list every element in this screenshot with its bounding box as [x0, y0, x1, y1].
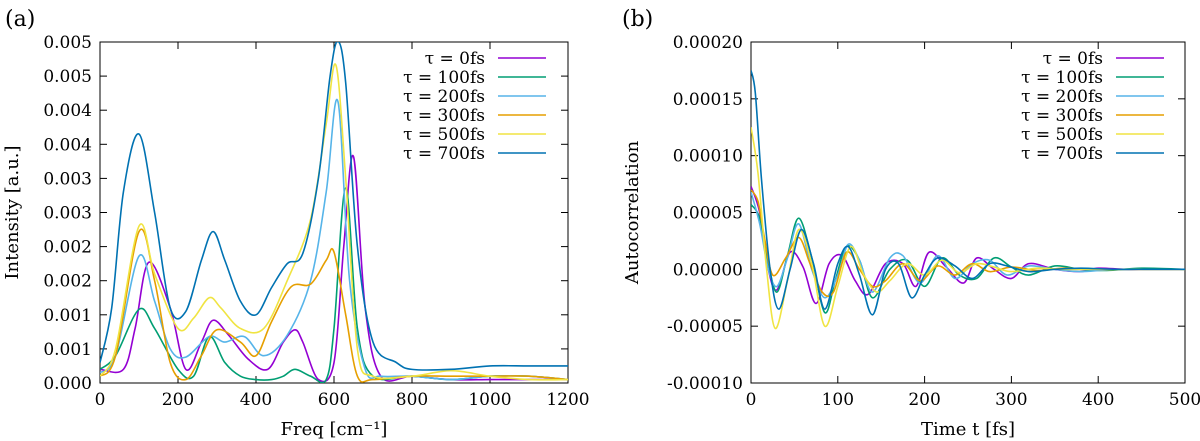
y-tick-label: 0.002	[43, 238, 92, 258]
y-tick-label: 0.00015	[673, 90, 743, 110]
y-axis-label: Autocorrelation	[622, 140, 643, 285]
x-axis-label: Freq [cm⁻¹]	[281, 419, 388, 440]
x-tick-label: 400	[240, 390, 272, 410]
y-tick-label: 0.001	[43, 306, 92, 326]
legend-label: τ = 500fs	[1021, 125, 1103, 145]
x-tick-label: 300	[995, 390, 1027, 410]
x-tick-label: 400	[1082, 390, 1114, 410]
y-tick-label: 0.004	[43, 101, 92, 121]
y-tick-label: -0.00010	[667, 374, 743, 394]
x-tick-label: 200	[162, 390, 194, 410]
series-line-4	[100, 63, 568, 381]
y-tick-label: 0.001	[43, 340, 92, 360]
series-line-1	[100, 187, 568, 383]
legend-label: τ = 0fs	[425, 49, 485, 69]
series-line-5	[751, 70, 1185, 316]
x-tick-label: 0	[95, 390, 106, 410]
y-tick-label: 0.00000	[673, 260, 743, 280]
legend-label: τ = 200fs	[1021, 87, 1103, 107]
x-tick-label: 100	[822, 390, 854, 410]
x-tick-label: 600	[318, 390, 350, 410]
y-tick-label: -0.00005	[667, 317, 743, 337]
y-tick-label: 0.003	[43, 169, 92, 189]
legend-label: τ = 300fs	[1021, 106, 1103, 126]
legend-label: τ = 100fs	[1021, 68, 1103, 88]
legend-label: τ = 100fs	[403, 68, 485, 88]
x-tick-label: 1200	[546, 390, 589, 410]
y-tick-label: 0.002	[43, 272, 92, 292]
legend-label: τ = 300fs	[403, 106, 485, 126]
x-tick-label: 0	[746, 390, 757, 410]
legend-label: τ = 0fs	[1043, 49, 1103, 69]
series-line-3	[751, 189, 1185, 298]
legend-label: τ = 700fs	[403, 144, 485, 164]
y-tick-label: 0.004	[43, 135, 92, 155]
y-tick-label: 0.003	[43, 204, 92, 224]
x-axis-label: Time t [fs]	[921, 419, 1015, 440]
legend-label: τ = 700fs	[1021, 144, 1103, 164]
legend-label: τ = 500fs	[403, 125, 485, 145]
y-tick-label: 0.00005	[673, 204, 743, 224]
y-tick-label: 0.005	[43, 67, 92, 87]
y-tick-label: 0.000	[43, 374, 92, 394]
panel-label: (a)	[5, 7, 35, 32]
panel-b: 0 100 200 300 400 500 -0.00010 -0.00005 0.00000 0…	[622, 7, 1200, 440]
y-axis-label: Intensity [a.u.]	[2, 145, 23, 279]
x-tick-label: 500	[1169, 390, 1200, 410]
y-tick-label: 0.00010	[673, 147, 743, 167]
x-tick-label: 1000	[468, 390, 511, 410]
panel-a: 0 200 400 600 800 1000 1200 0.000 0.001 0.001 0.00…	[2, 7, 590, 440]
y-tick-label: 0.005	[43, 33, 92, 53]
y-tick-label: 0.00020	[673, 33, 743, 53]
x-tick-label: 200	[908, 390, 940, 410]
series-line-2	[100, 98, 568, 381]
series-line-4	[751, 127, 1185, 330]
x-tick-label: 800	[396, 390, 428, 410]
legend-label: τ = 200fs	[403, 87, 485, 107]
plot-frame	[750, 41, 1186, 384]
series-line-5	[100, 42, 568, 371]
series-line-1	[751, 204, 1185, 314]
panel-label: (b)	[622, 7, 653, 32]
